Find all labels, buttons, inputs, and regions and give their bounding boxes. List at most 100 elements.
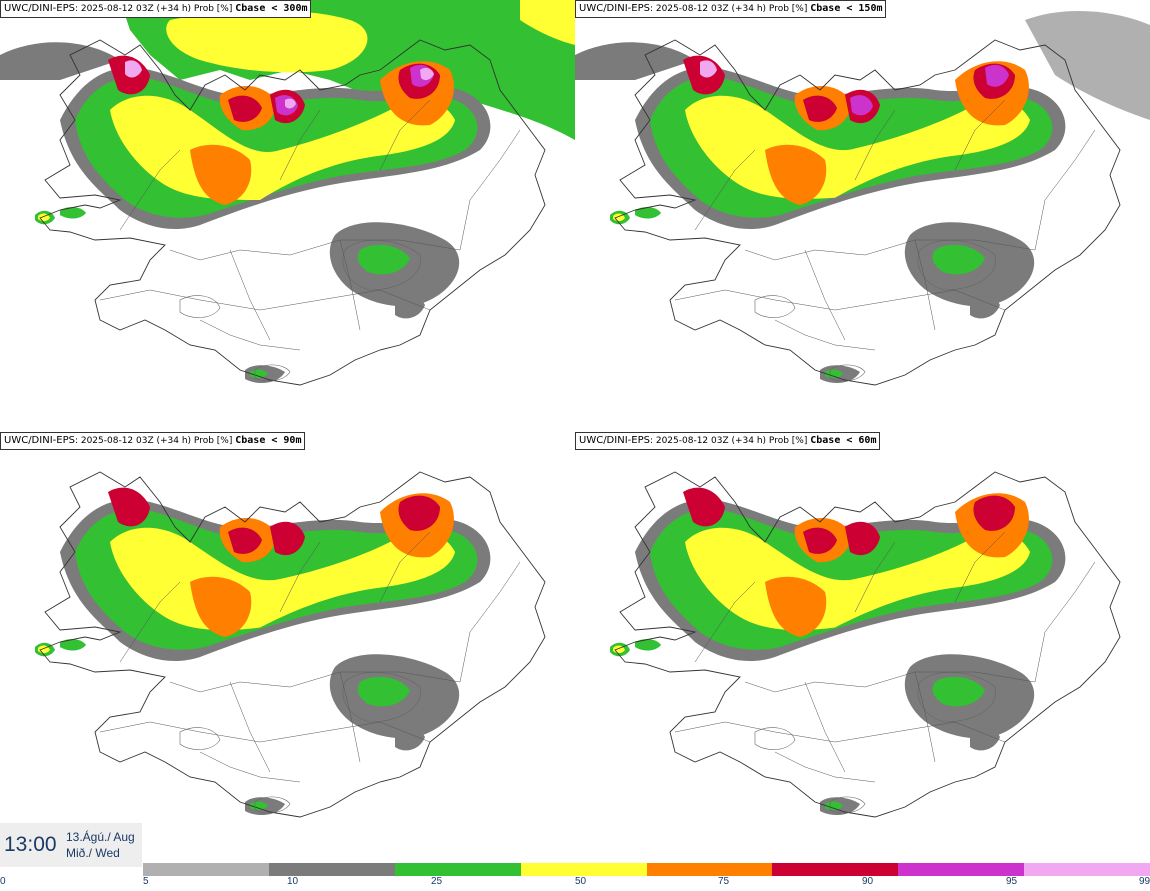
colorbar-tick-label: 10 <box>287 876 299 887</box>
road-line <box>774 319 876 351</box>
probability-area <box>985 64 1009 87</box>
road-line <box>229 681 271 773</box>
run-info: : 2025-08-12 03Z (+34 h) Prob [%] <box>74 4 233 14</box>
road-line <box>99 289 431 311</box>
probability-area <box>166 10 368 73</box>
road-line <box>854 109 896 181</box>
road-line <box>774 751 876 783</box>
probability-area <box>700 60 717 78</box>
probability-area <box>825 801 843 811</box>
road-line <box>804 681 846 773</box>
probability-area <box>398 495 440 531</box>
probability-area <box>850 95 873 116</box>
glacier-outline <box>754 295 796 318</box>
road-line <box>169 239 461 261</box>
colorbar-segment <box>1024 863 1150 876</box>
model-name: UWC/DINI-EPS <box>579 435 650 446</box>
probability-area <box>803 527 837 554</box>
valid-time-box: 13:00 13.Ágú./ Aug Mið./ Wed <box>0 823 142 867</box>
run-info: : 2025-08-12 03Z (+34 h) Prob [%] <box>649 436 808 446</box>
road-line <box>199 751 301 783</box>
probability-fields <box>35 487 491 816</box>
probability-area <box>970 727 1000 751</box>
iceland-probability-map <box>610 471 1121 818</box>
map-panel-60m: UWC/DINI-EPS: 2025-08-12 03Z (+34 h) Pro… <box>575 432 1150 862</box>
panel-title: UWC/DINI-EPS: 2025-08-12 03Z (+34 h) Pro… <box>0 0 312 18</box>
glacier-outline <box>254 796 291 814</box>
probability-area <box>520 0 575 45</box>
panel-title: UWC/DINI-EPS: 2025-08-12 03Z (+34 h) Pro… <box>575 432 881 450</box>
probability-area <box>970 295 1000 319</box>
threshold-label: Cbase < 60m <box>810 435 877 446</box>
valid-date: 13.Ágú./ Aug <box>66 830 135 844</box>
road-line <box>459 129 521 251</box>
road-line <box>1034 129 1096 251</box>
colorbar-segment <box>394 863 521 876</box>
colorbar-segment <box>772 863 899 876</box>
probability-area <box>250 369 268 379</box>
threshold-label: Cbase < 90m <box>235 435 302 446</box>
colorbar-segment <box>268 863 395 876</box>
valid-time: 13:00 <box>4 833 57 856</box>
probability-area <box>635 207 661 219</box>
iceland-probability-map <box>575 10 1150 386</box>
road-line <box>954 531 1006 603</box>
road-line <box>674 721 1006 743</box>
probability-area <box>60 639 86 651</box>
glacier-outline <box>829 796 866 814</box>
road-line <box>339 671 361 763</box>
probability-fields <box>575 10 1150 384</box>
road-line <box>119 581 181 663</box>
probability-area <box>270 521 305 556</box>
probability-area <box>395 295 425 319</box>
road-line <box>854 541 896 613</box>
probability-area <box>60 207 86 219</box>
probability-area <box>765 576 827 637</box>
road-line <box>804 249 846 341</box>
colorbar-segment <box>898 863 1025 876</box>
run-info: : 2025-08-12 03Z (+34 h) Prob [%] <box>649 4 808 14</box>
threshold-label: Cbase < 150m <box>810 3 883 14</box>
road-line <box>119 149 181 231</box>
probability-area <box>635 639 661 651</box>
probability-area <box>825 369 843 379</box>
colorbar-tick-label: 90 <box>862 876 874 887</box>
probability-area <box>190 144 252 205</box>
colorbar-segment <box>646 863 773 876</box>
road-line <box>744 239 1036 261</box>
glacier-outline <box>179 727 221 750</box>
probability-area <box>285 98 296 109</box>
map-panel-300m: UWC/DINI-EPS: 2025-08-12 03Z (+34 h) Pro… <box>0 0 575 430</box>
probability-area <box>575 42 695 80</box>
probability-area <box>932 676 985 707</box>
probability-area <box>0 42 120 80</box>
coastline <box>614 39 1121 386</box>
panel-title: UWC/DINI-EPS: 2025-08-12 03Z (+34 h) Pro… <box>0 432 306 450</box>
road-line <box>914 239 936 331</box>
probability-area <box>932 244 985 275</box>
probability-area <box>108 487 150 527</box>
colorbar-tick-label: 25 <box>431 876 443 887</box>
model-name: UWC/DINI-EPS <box>579 3 650 14</box>
road-line <box>379 531 431 603</box>
road-line <box>229 249 271 341</box>
road-line <box>954 99 1006 171</box>
probability-area <box>357 676 410 707</box>
probability-area <box>803 95 837 122</box>
map-panel-150m: UWC/DINI-EPS: 2025-08-12 03Z (+34 h) Pro… <box>575 0 1150 430</box>
colorbar-tick-label: 0 <box>0 876 6 887</box>
glacier-outline <box>829 364 866 382</box>
probability-area <box>125 60 142 78</box>
probability-area <box>250 801 268 811</box>
probability-area <box>190 576 252 637</box>
coastline <box>39 39 546 386</box>
road-line <box>339 239 361 331</box>
road-line <box>744 671 1036 693</box>
model-name: UWC/DINI-EPS <box>4 435 75 446</box>
glacier-outline <box>754 727 796 750</box>
road-line <box>169 671 461 693</box>
probability-fields <box>610 487 1066 816</box>
model-name: UWC/DINI-EPS <box>4 3 75 14</box>
threshold-label: Cbase < 300m <box>235 3 308 14</box>
road-line <box>379 99 431 171</box>
